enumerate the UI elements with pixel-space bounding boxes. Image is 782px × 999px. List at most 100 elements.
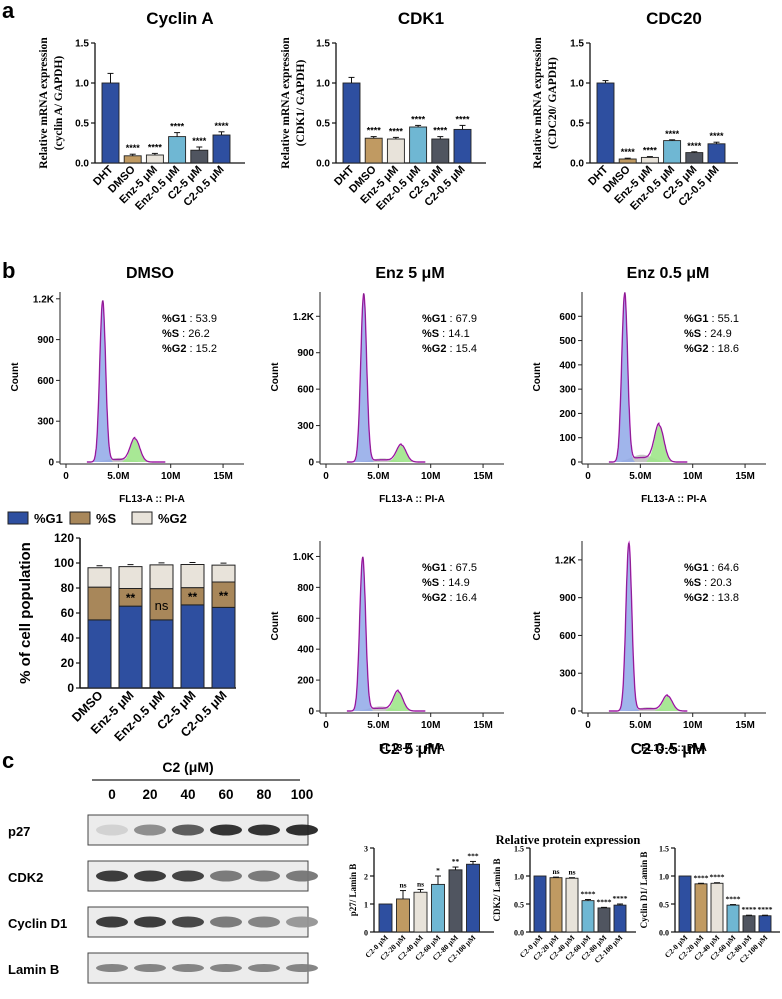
- y-tick-label: 1.2K: [293, 312, 315, 323]
- band: [134, 916, 166, 928]
- x-tick-label: 15M: [735, 720, 754, 731]
- y-tick-label: 0.5: [75, 119, 89, 130]
- g2-peak-area: [385, 691, 411, 711]
- data-curve: [346, 293, 426, 463]
- stack-segment-%G1: [211, 606, 236, 689]
- significance-mark: ns: [399, 881, 406, 890]
- significance-mark: *: [436, 866, 440, 875]
- x-tick-label: 5.0M: [367, 720, 389, 731]
- y-tick-label: 0: [364, 929, 368, 938]
- chart-title: Cyclin A: [146, 9, 213, 28]
- y-tick-label: 1.2K: [555, 555, 577, 566]
- y-axis-label: Count: [270, 362, 281, 392]
- g2-peak-area: [388, 445, 414, 462]
- stat-label: %G1: [684, 562, 708, 574]
- bar-5: [758, 915, 772, 933]
- bar-5: [613, 904, 627, 933]
- y-tick-label: 0.5: [570, 119, 584, 130]
- row-label: CDK2: [8, 870, 43, 885]
- y-tick-label: 1.0: [514, 873, 524, 882]
- bar-0: [533, 875, 547, 933]
- band: [248, 964, 280, 972]
- y-tick-label: 0.5: [514, 901, 524, 910]
- y-tick-label: 20: [61, 656, 75, 670]
- significance-mark: **: [452, 857, 460, 866]
- stack-segment-%G2: [180, 564, 205, 589]
- significance-mark: ****: [709, 131, 724, 141]
- significance-mark: ****: [613, 894, 628, 903]
- legend-label: %G2: [158, 511, 187, 526]
- y-tick-label: 1.5: [316, 39, 330, 50]
- stat-label: %S: [422, 577, 439, 589]
- stack-segment-%S: [87, 586, 112, 621]
- y-tick-label: 2: [364, 873, 368, 882]
- bar-3: [409, 126, 428, 164]
- x-axis-label: FL13-A :: PI-A: [379, 494, 445, 505]
- c2-05-histogram: C2 0.5 μM 0 300 600 900 1.2K 0 5.0M 10M 15M FL13-A…: [532, 540, 766, 758]
- x-tick-label: 0: [585, 471, 591, 482]
- y-axis-label: (CDK1/ GAPDH): [295, 60, 307, 147]
- band: [286, 870, 318, 882]
- significance-mark: ***: [467, 851, 479, 860]
- stat-label: %G2: [684, 343, 708, 355]
- significance-mark: ****: [126, 143, 141, 153]
- y-axis-label: Count: [10, 362, 21, 392]
- stat-g2: %G2 : 15.4: [422, 343, 477, 355]
- histogram-title: C2 0.5 μM: [631, 741, 706, 758]
- stat-label: %G2: [422, 343, 446, 355]
- x-axis-label: FL13-A :: PI-A: [641, 743, 707, 754]
- stat-separator: :: [701, 328, 710, 340]
- stat-g1: %G1 : 55.1: [684, 313, 739, 325]
- bar-0: [678, 875, 692, 933]
- x-tick-label: 5.0M: [367, 471, 389, 482]
- y-tick-label: 600: [297, 614, 314, 625]
- cell-cycle-stacked-chart: %G1 %S %G2 0 20 40 60 80 100 120 % of cell populat…: [7, 511, 236, 744]
- x-tick-label: 15M: [213, 471, 232, 482]
- significance-mark: ****: [411, 114, 426, 124]
- y-tick-label: 400: [559, 360, 576, 371]
- y-axis-label: (cyclin A/ GAPDH): [53, 56, 65, 151]
- y-axis-label: % of cell population: [17, 542, 34, 684]
- significance-mark: ****: [665, 129, 680, 139]
- y-tick-label: 1.5: [570, 39, 584, 50]
- bar-5: [466, 863, 480, 933]
- y-tick-label: 600: [37, 376, 54, 387]
- bar-0: [101, 82, 120, 164]
- stat-s: %S : 20.3: [684, 577, 732, 589]
- band: [286, 916, 318, 928]
- bar-3: [431, 883, 445, 933]
- y-tick-label: 1.0: [316, 79, 330, 90]
- g2-peak-area: [655, 695, 681, 711]
- panel-b-letter: b: [2, 258, 15, 283]
- stack-segment-%G2: [118, 566, 143, 589]
- band: [210, 870, 242, 882]
- band: [248, 916, 280, 928]
- stat-value: 26.2: [188, 328, 209, 340]
- y-tick-label: 200: [559, 409, 576, 420]
- chart-title: CDK1: [398, 9, 444, 28]
- y-tick-label: 1.0: [75, 79, 89, 90]
- stat-value: 15.2: [196, 343, 217, 355]
- stat-separator: :: [179, 328, 188, 340]
- bar-5: [453, 128, 472, 164]
- cdc20-bar-chart: CDC20 0.0 0.5 1.0 1.5 Relative mRNA expressio…: [532, 9, 738, 213]
- y-tick-label: 80: [61, 581, 75, 595]
- stat-g2: %G2 : 16.4: [422, 592, 477, 604]
- bar-1: [123, 155, 142, 164]
- band: [172, 916, 204, 928]
- x-tick-label: 0: [323, 720, 329, 731]
- y-axis-label: Count: [532, 362, 543, 392]
- x-tick-label: 10M: [161, 471, 180, 482]
- legend-label: %S: [96, 511, 117, 526]
- significance-mark: ****: [687, 141, 702, 151]
- x-tick-label: 5.0M: [629, 720, 651, 731]
- band: [210, 964, 242, 972]
- stat-value: 67.5: [456, 562, 477, 574]
- stack-segment-%G1: [87, 619, 112, 689]
- bar-4: [685, 152, 704, 164]
- legend-swatch: [7, 511, 29, 525]
- y-tick-label: 100: [559, 433, 576, 444]
- stat-value: 18.6: [718, 343, 739, 355]
- x-tick-label: 5.0M: [629, 471, 651, 482]
